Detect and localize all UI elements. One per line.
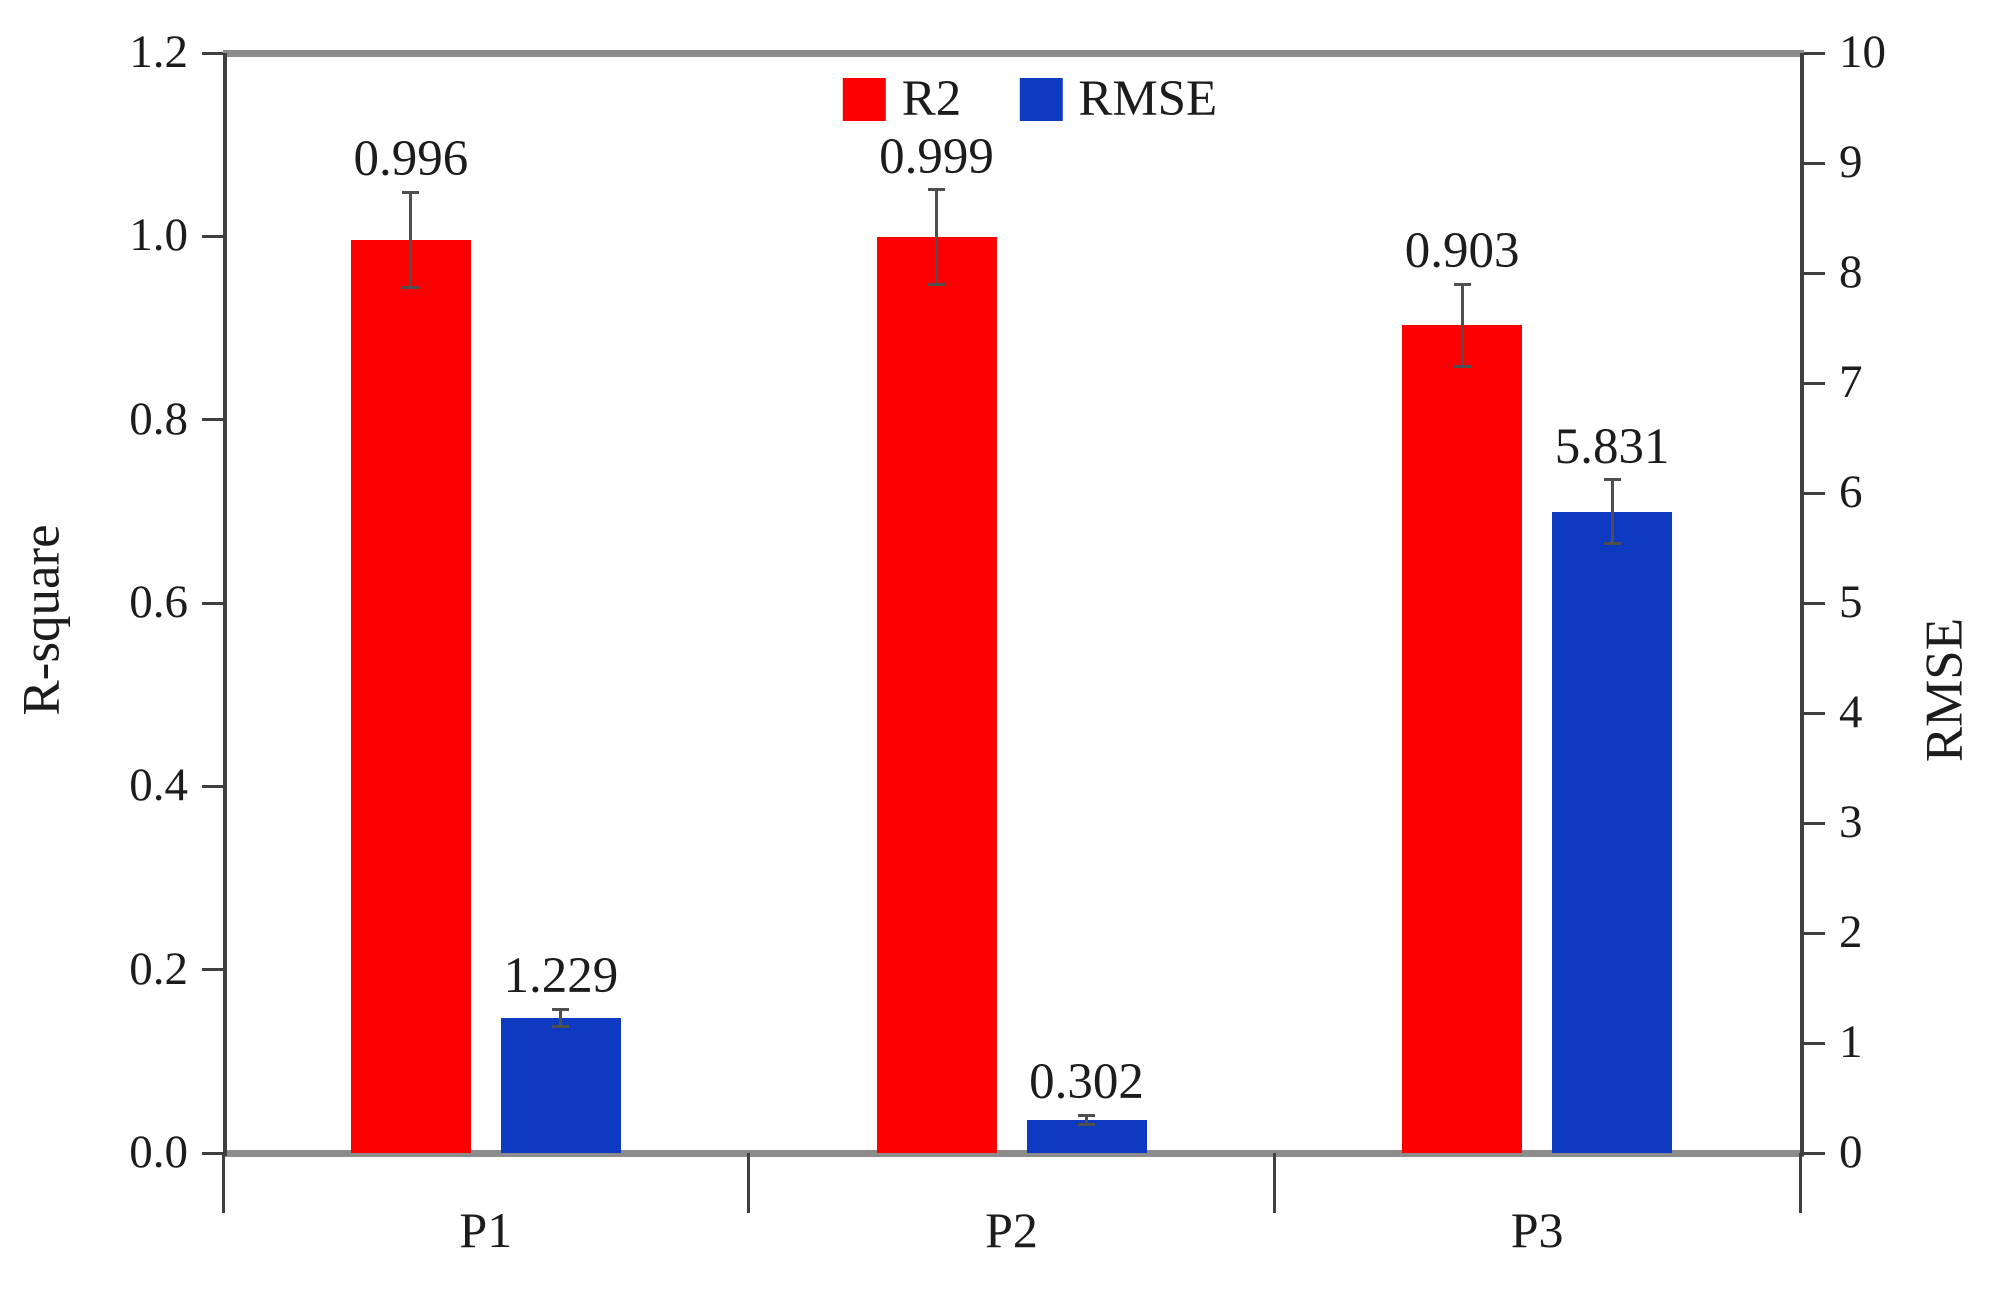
error-bar-cap-bottom-rmse-p1 [552, 1025, 570, 1029]
x-axis-label-p3: P3 [1510, 1202, 1564, 1258]
error-bar-cap-top-r2-p1 [402, 190, 420, 194]
error-bar-rmse-p1 [559, 1009, 563, 1027]
legend-label-r2: R2 [901, 71, 962, 127]
value-label-r2-p2: 0.999 [879, 128, 994, 185]
right-axis-tick-9 [1804, 161, 1825, 165]
error-bar-cap-bottom-rmse-p3 [1603, 541, 1621, 545]
bar-r2-p3 [1402, 325, 1523, 1153]
error-bar-cap-bottom-rmse-p2 [1078, 1122, 1095, 1126]
bar-r2-p2 [876, 237, 997, 1153]
value-label-r2-p1: 0.996 [353, 131, 469, 188]
left-axis-line [223, 53, 227, 1156]
left-axis-tick-0.2 [202, 968, 223, 972]
right-axis-tick-label-6: 6 [1839, 466, 1863, 518]
left-axis-tick-0.0 [202, 1151, 223, 1155]
error-bar-cap-top-rmse-p3 [1603, 478, 1621, 482]
legend-swatch-r2-icon [842, 78, 886, 121]
legend-swatch-rmse-icon [1019, 78, 1063, 121]
right-axis-tick-7 [1804, 381, 1825, 385]
right-axis-tick-label-5: 5 [1839, 576, 1863, 628]
right-axis-title: RMSE [1915, 617, 1974, 763]
left-axis-tick-0.8 [202, 418, 223, 422]
error-bar-cap-top-rmse-p1 [552, 1007, 570, 1011]
right-axis-tick-label-9: 9 [1839, 136, 1863, 188]
right-axis-tick-1 [1804, 1041, 1825, 1045]
right-axis-tick-8 [1804, 271, 1825, 275]
legend-item-r2: R2 [842, 71, 962, 127]
x-axis-boundary-tick-2 [1272, 1153, 1276, 1213]
plot-top-border [223, 50, 1804, 57]
left-axis-tick-label-0.0: 0.0 [129, 1126, 188, 1178]
x-axis-label-p1: P1 [459, 1202, 513, 1258]
error-bar-r2-p1 [409, 192, 413, 288]
plot-bottom-border [223, 1150, 1804, 1157]
legend-item-rmse: RMSE [1019, 74, 1217, 125]
right-axis-tick-label-2: 2 [1839, 906, 1863, 958]
error-bar-cap-bottom-r2-p3 [1453, 365, 1471, 368]
value-label-rmse-p1: 1.229 [503, 948, 619, 1004]
left-axis-tick-label-0.6: 0.6 [129, 576, 188, 628]
left-axis-tick-label-0.4: 0.4 [129, 759, 188, 812]
error-bar-cap-bottom-r2-p1 [402, 286, 420, 290]
error-bar-cap-top-rmse-p2 [1078, 1113, 1095, 1117]
error-bar-r2-p3 [1460, 284, 1464, 367]
legend-label-rmse: RMSE [1078, 71, 1218, 127]
value-label-r2-p3: 0.903 [1404, 223, 1520, 279]
error-bar-cap-top-r2-p3 [1453, 282, 1471, 286]
error-bar-r2-p2 [935, 189, 938, 285]
left-axis-tick-1.2 [202, 51, 223, 55]
right-axis-tick-label-7: 7 [1839, 356, 1863, 408]
x-axis-boundary-tick-1 [747, 1153, 751, 1213]
value-label-rmse-p3: 5.831 [1554, 418, 1670, 475]
bar-r2-p1 [350, 240, 471, 1153]
left-axis-title: R-square [12, 524, 71, 716]
x-axis-label-p2: P2 [985, 1202, 1038, 1258]
right-axis-tick-0 [1804, 1151, 1825, 1155]
right-axis-line [1800, 53, 1804, 1156]
bar-rmse-p3 [1552, 511, 1673, 1153]
left-axis-tick-label-1.2: 1.2 [129, 26, 188, 78]
error-bar-cap-top-r2-p2 [928, 188, 945, 192]
right-axis-tick-label-0: 0 [1839, 1126, 1863, 1178]
error-bar-cap-bottom-r2-p2 [928, 283, 945, 287]
left-axis-tick-label-0.2: 0.2 [129, 942, 188, 995]
right-axis-tick-6 [1804, 491, 1825, 495]
x-axis-boundary-tick-0 [221, 1153, 225, 1213]
legend: R2 RMSE [842, 71, 1217, 127]
right-axis-tick-label-1: 1 [1839, 1016, 1863, 1068]
left-axis-tick-label-1.0: 1.0 [129, 209, 188, 262]
x-axis-boundary-tick-3 [1798, 1153, 1802, 1213]
right-axis-tick-label-10: 10 [1839, 26, 1886, 78]
error-bar-rmse-p3 [1610, 479, 1614, 544]
right-axis-tick-10 [1804, 51, 1825, 55]
bar-rmse-p1 [500, 1017, 621, 1153]
right-axis-tick-label-4: 4 [1839, 686, 1863, 738]
left-axis-tick-0.6 [202, 601, 223, 605]
left-axis-tick-1.0 [202, 234, 223, 238]
right-axis-tick-5 [1804, 601, 1825, 605]
left-axis-tick-0.4 [202, 784, 223, 788]
right-axis-tick-4 [1804, 711, 1825, 715]
right-axis-tick-3 [1804, 821, 1825, 825]
right-axis-tick-label-3: 3 [1839, 796, 1863, 848]
value-label-rmse-p2: 0.302 [1029, 1054, 1144, 1111]
right-axis-tick-label-8: 8 [1839, 246, 1863, 298]
error-bar-rmse-p2 [1085, 1115, 1088, 1125]
left-axis-tick-label-0.8: 0.8 [129, 392, 188, 445]
right-axis-tick-2 [1804, 931, 1825, 935]
